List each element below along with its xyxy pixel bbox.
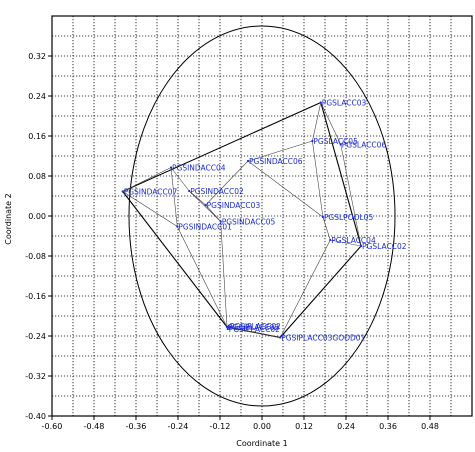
data-point-marker <box>319 101 322 104</box>
data-point-label: PGSINDACC04 <box>172 164 226 173</box>
y-tick-label: -0.32 <box>25 372 46 381</box>
y-tick-label: -0.08 <box>25 252 46 261</box>
y-tick-label: 0.16 <box>28 132 46 141</box>
tree-link <box>177 226 228 328</box>
data-point-label: PGSLACC02 <box>362 242 407 251</box>
data-point-marker <box>169 166 173 169</box>
data-point-label: PGSINDACC06 <box>249 157 303 166</box>
data-point-label: PGSIPLACC02 <box>229 325 280 334</box>
data-point-marker <box>321 215 324 219</box>
data-point-label: PGSINDACC02 <box>190 187 244 196</box>
tree-links <box>122 102 362 338</box>
tree-link <box>247 140 313 162</box>
tree-link <box>320 102 342 145</box>
data-point-marker <box>204 203 207 207</box>
x-tick-label: 0.12 <box>295 422 313 431</box>
tree-link <box>226 326 281 338</box>
x-tick-label: 0.24 <box>337 422 355 431</box>
data-point-marker <box>121 190 124 193</box>
data-point-label: PGSLACC06 <box>342 141 387 150</box>
tree-link <box>312 102 322 142</box>
data-point-label: PGSIPLACC03GOOD01 <box>281 334 365 343</box>
y-tick-label: 0.32 <box>28 52 46 61</box>
data-point-label: PGSLACC03 <box>322 99 367 108</box>
tree-link <box>330 239 362 247</box>
data-point-label: PGSIPLACC02 <box>228 323 279 332</box>
data-point-marker <box>219 220 222 223</box>
x-tick-label: -0.48 <box>84 422 105 431</box>
tree-link <box>279 239 331 338</box>
data-point-marker <box>339 143 342 146</box>
data-point-marker <box>246 159 250 163</box>
x-tick-label: 0.48 <box>421 422 439 431</box>
data-point-label: PGSLACC05 <box>313 137 358 146</box>
data-point-marker <box>311 139 314 143</box>
data-point-marker <box>188 189 191 193</box>
hull-polygon <box>122 101 362 339</box>
data-point-label: PGSLACC04 <box>331 236 376 245</box>
hull-outline <box>122 101 362 339</box>
tree-link <box>220 221 228 328</box>
tree-link <box>322 216 331 241</box>
x-tick-label: -0.12 <box>210 422 231 431</box>
tree-link <box>122 167 172 192</box>
data-point-marker <box>225 325 229 329</box>
tree-link <box>188 190 221 222</box>
y-tick-label: -0.40 <box>25 412 46 421</box>
y-axis-title: Coordinate 2 <box>4 193 13 245</box>
data-point-marker <box>329 238 332 242</box>
data-points: PGSINDACC07 PGSINDACC04 PGSINDACC02 PGSINDA… <box>121 99 407 343</box>
tree-link <box>340 144 362 247</box>
data-point-label: PGSLPOOL05 <box>324 213 374 222</box>
x-axis-ticks: -0.60 -0.48 -0.36 -0.24 -0.12 0.00 0.12 0.24 0.3… <box>42 416 439 431</box>
tree-link <box>205 160 249 206</box>
data-point-label: PGSINDACC05 <box>222 218 276 227</box>
reference-circle-shape <box>128 25 396 407</box>
data-point-label: PGSIPLACC02 <box>230 322 281 331</box>
tree-link <box>122 191 178 227</box>
x-tick-label: -0.24 <box>168 422 189 431</box>
y-tick-label: -0.16 <box>25 292 46 301</box>
y-tick-label: -0.24 <box>25 332 46 341</box>
data-point-marker <box>279 336 282 339</box>
data-point-label: PGSINDACC03 <box>207 201 261 210</box>
data-point-label: PGSINDACC07 <box>124 188 178 197</box>
x-tick-label: 0.00 <box>253 422 271 431</box>
y-tick-label: 0.08 <box>28 172 46 181</box>
data-point-marker <box>359 244 363 248</box>
data-point-marker <box>227 324 230 328</box>
y-tick-label: 0.00 <box>28 212 46 221</box>
tree-link <box>247 160 324 218</box>
data-point-marker <box>226 327 229 331</box>
tree-link <box>170 167 178 227</box>
data-point-label: PGSINDACC01 <box>178 223 232 232</box>
tree-link <box>312 140 324 218</box>
x-tick-label: -0.60 <box>42 422 63 431</box>
y-axis-ticks: 0.32 0.24 0.16 0.08 0.00 -0.08 -0.16 -0.24 -0.32… <box>25 52 52 421</box>
x-tick-label: -0.36 <box>126 422 147 431</box>
grid-lines <box>51 15 473 417</box>
x-axis-title: Coordinate 1 <box>236 439 288 448</box>
y-tick-label: 0.24 <box>28 92 46 101</box>
data-point-marker <box>176 225 179 228</box>
x-tick-label: 0.36 <box>379 422 397 431</box>
reference-circle <box>128 25 396 407</box>
tree-link <box>170 167 190 192</box>
